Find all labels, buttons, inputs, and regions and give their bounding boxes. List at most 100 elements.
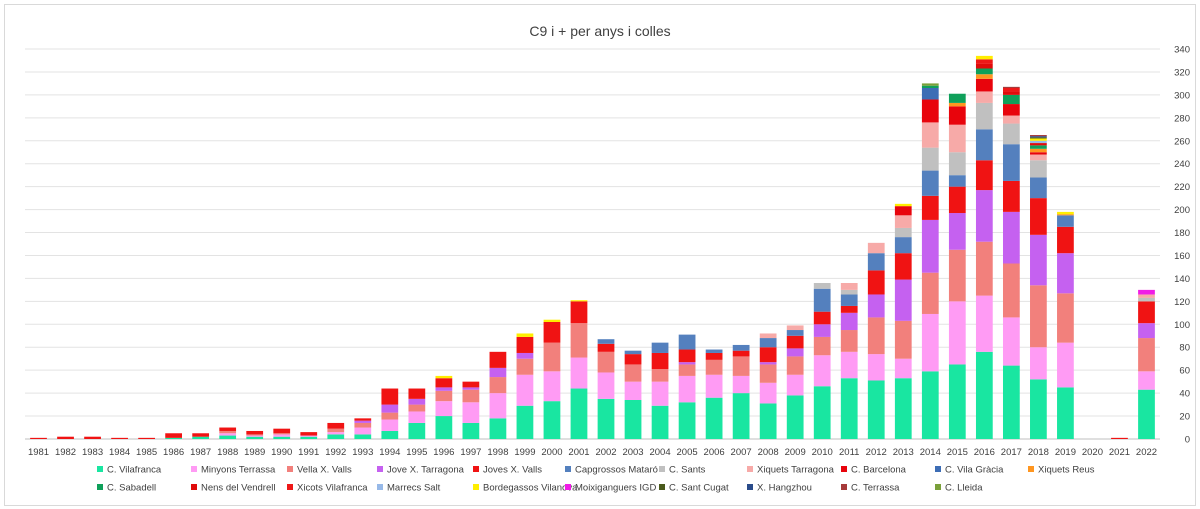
bar-segment — [813, 288, 831, 312]
bar-segment — [1002, 104, 1020, 116]
legend-swatch — [473, 484, 479, 490]
bar-segment — [759, 362, 777, 365]
bar-segment — [840, 283, 858, 290]
bar-segment — [462, 387, 480, 390]
x-tick-label: 1997 — [460, 447, 481, 458]
bar-segment — [273, 436, 291, 439]
bar-segment — [219, 433, 237, 436]
bar-segment — [624, 354, 642, 365]
bar-segment — [867, 380, 885, 439]
y-tick-label: 20 — [1179, 412, 1190, 423]
bar-segment — [705, 374, 723, 398]
bar-segment — [651, 381, 669, 406]
y-tick-label: 200 — [1174, 205, 1190, 216]
bar-segment — [597, 339, 615, 344]
y-tick-label: 0 — [1185, 435, 1190, 446]
legend-label: C. Barcelona — [851, 465, 907, 476]
x-tick-label: 1991 — [298, 447, 319, 458]
bar-segment — [1138, 338, 1155, 372]
legend-swatch — [473, 466, 479, 472]
y-tick-label: 320 — [1174, 67, 1190, 78]
bar-segment — [678, 362, 696, 365]
bar-segment — [1057, 293, 1074, 343]
bar-segment — [1138, 297, 1155, 302]
bar-segment — [435, 375, 453, 379]
bar-segment — [813, 283, 831, 289]
bar-segment — [192, 433, 210, 437]
bar-segment — [1138, 389, 1155, 439]
x-tick-label: 1987 — [190, 447, 211, 458]
bar-segment — [165, 433, 183, 438]
bar-segment — [1138, 323, 1155, 339]
bar-segment — [516, 352, 534, 359]
bar-segment — [732, 375, 750, 394]
bar-segment — [381, 404, 399, 413]
bar-segment — [327, 434, 345, 439]
y-tick-label: 80 — [1179, 343, 1190, 354]
bar-segment — [354, 422, 372, 428]
bar-segment — [948, 106, 966, 125]
bar-segment — [1030, 379, 1047, 439]
y-tick-label: 60 — [1179, 366, 1190, 377]
bar-segment — [867, 294, 885, 318]
bar-segment — [624, 350, 642, 355]
bar-segment — [813, 311, 831, 325]
bar-segment — [300, 435, 318, 437]
legend-swatch — [191, 466, 197, 472]
bar-segment — [1030, 137, 1047, 139]
bar-segment — [543, 322, 561, 343]
bar-segment — [354, 434, 372, 439]
bar-segment — [948, 301, 966, 365]
bar-segment — [921, 122, 939, 148]
x-tick-label: 1983 — [82, 447, 103, 458]
bar-segment — [1138, 301, 1155, 324]
bar-segment — [948, 124, 966, 153]
x-tick-label: 2010 — [812, 447, 833, 458]
bar-segment — [489, 393, 507, 419]
bar-segment — [273, 434, 291, 437]
x-tick-label: 1981 — [28, 447, 49, 458]
bar-segment — [786, 325, 804, 331]
x-tick-label: 2018 — [1028, 447, 1049, 458]
bar-segment — [813, 386, 831, 439]
bar-segment — [786, 335, 804, 349]
bar-segment — [948, 364, 966, 439]
bar-segment — [1111, 437, 1128, 439]
x-tick-label: 2015 — [947, 447, 968, 458]
x-tick-label: 2001 — [568, 447, 589, 458]
x-tick-label: 1996 — [433, 447, 454, 458]
x-tick-label: 1998 — [487, 447, 508, 458]
bar-segment — [840, 378, 858, 439]
bar-segment — [948, 249, 966, 302]
y-tick-label: 340 — [1174, 45, 1190, 56]
bar-segment — [759, 382, 777, 404]
bar-segment — [219, 430, 237, 434]
bar-segment — [759, 333, 777, 339]
bar-segment — [516, 336, 534, 353]
legend-label: Minyons Terrassa — [201, 465, 276, 476]
y-tick-label: 140 — [1174, 274, 1190, 285]
bar-segment — [381, 388, 399, 405]
legend-swatch — [287, 466, 293, 472]
bar-segment — [1002, 123, 1020, 145]
x-tick-label: 2003 — [622, 447, 643, 458]
bar-segment — [1002, 365, 1020, 439]
bar-segment — [948, 175, 966, 187]
legend-swatch — [565, 466, 571, 472]
bar-segment — [705, 359, 723, 375]
legend-swatch — [377, 466, 383, 472]
legend-label: C. Lleida — [945, 483, 983, 494]
bar-segment — [1002, 86, 1020, 88]
legend-label: X. Hangzhou — [757, 483, 812, 494]
chart-title: C9 i + per anys i colles — [529, 23, 670, 39]
y-tick-label: 280 — [1174, 113, 1190, 124]
grid-lines — [25, 48, 1160, 440]
bars — [30, 55, 1155, 439]
bar-segment — [543, 401, 561, 439]
bar-segment — [597, 372, 615, 399]
x-tick-label: 1990 — [271, 447, 292, 458]
bar-segment — [678, 375, 696, 403]
bar-segment — [786, 395, 804, 439]
bar-segment — [435, 416, 453, 439]
bar-segment — [894, 378, 912, 439]
